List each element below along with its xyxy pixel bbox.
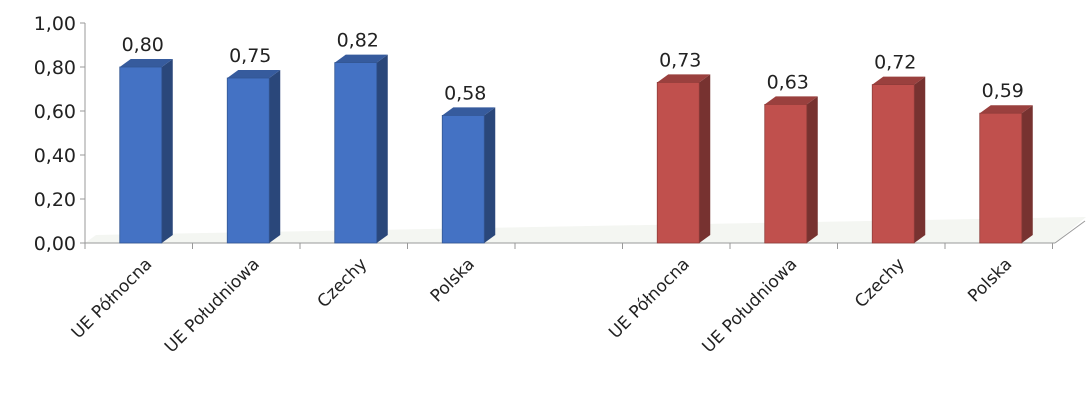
bar-top <box>764 96 818 105</box>
y-tick-label: 0,00 <box>34 233 76 255</box>
bar-top <box>119 59 173 67</box>
bar-side <box>1021 105 1033 243</box>
x-category-label: UE Południowa <box>699 254 802 357</box>
bar-top <box>334 54 388 63</box>
bar-front <box>441 115 485 244</box>
bar-2-2 <box>764 96 818 244</box>
bar-front <box>119 66 163 244</box>
x-category-label: Czechy <box>314 254 372 312</box>
bar-front <box>226 77 270 244</box>
bar-side <box>699 74 711 244</box>
y-tick-label: 0,60 <box>34 101 76 123</box>
bar-side <box>484 107 496 244</box>
x-category-label: Czechy <box>851 254 909 312</box>
x-axis-depth-line <box>1054 220 1086 244</box>
bar-top <box>979 105 1033 114</box>
bar-top <box>442 107 496 116</box>
bar-1-2 <box>226 70 281 244</box>
bar-front <box>871 84 915 244</box>
x-category-label: Polska <box>964 254 1016 306</box>
bar-value-label: 0,82 <box>337 30 379 52</box>
bar-value-label: 0,80 <box>122 34 164 56</box>
bar-front <box>334 62 378 244</box>
bar-1-4 <box>441 107 496 244</box>
y-tick-label: 0,40 <box>34 145 76 167</box>
bar-2-4 <box>979 105 1033 244</box>
x-category-label: UE Północna <box>605 254 694 343</box>
bar-side <box>161 59 173 243</box>
bar-side <box>269 70 281 243</box>
bar-side <box>376 54 388 243</box>
chart-bars <box>119 54 1033 244</box>
bar-value-label: 0,58 <box>444 82 486 104</box>
bar-value-label: 0,75 <box>229 45 271 67</box>
bar-front <box>764 104 808 244</box>
bar-top <box>657 74 711 83</box>
bar-value-label: 0,63 <box>767 71 809 93</box>
y-tick-label: 1,00 <box>34 13 76 35</box>
y-tick-label: 0,20 <box>34 189 76 211</box>
bar-value-label: 0,73 <box>659 49 701 71</box>
y-tick-label: 0,80 <box>34 57 76 79</box>
bar-front <box>979 112 1023 244</box>
x-category-label: UE Północna <box>68 254 157 343</box>
bar-1-1 <box>119 59 173 244</box>
bar-top <box>872 76 926 85</box>
bar-value-label: 0,72 <box>874 52 916 74</box>
bar-side <box>806 96 818 244</box>
bar-side <box>914 76 926 243</box>
bar-top <box>227 70 281 78</box>
bar-2-1 <box>656 74 711 244</box>
bar-value-label: 0,59 <box>982 80 1024 102</box>
bar-1-3 <box>334 54 388 244</box>
x-category-label: UE Południowa <box>161 254 264 357</box>
x-category-label: Polska <box>427 254 479 306</box>
bar-2-3 <box>871 76 926 244</box>
bar-front <box>656 82 700 244</box>
